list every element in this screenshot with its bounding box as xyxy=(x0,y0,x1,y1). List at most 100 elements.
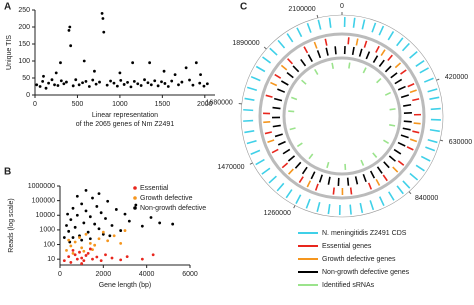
track-mark xyxy=(318,174,323,183)
track-mark xyxy=(376,78,382,84)
point xyxy=(191,83,195,87)
point xyxy=(119,78,123,82)
point xyxy=(75,257,79,261)
point xyxy=(87,85,91,88)
legend-label: Identified sRNAs xyxy=(322,282,375,289)
point xyxy=(69,261,73,264)
track-mark xyxy=(400,134,409,139)
point xyxy=(101,232,105,236)
track-mark xyxy=(281,162,289,169)
ring xyxy=(240,14,444,218)
track-mark xyxy=(358,48,363,57)
track-mark xyxy=(369,200,375,211)
track-mark xyxy=(420,155,431,162)
y-tick-label: 0 xyxy=(26,92,30,99)
point xyxy=(59,79,63,83)
track-mark xyxy=(247,86,258,92)
track-mark xyxy=(403,120,412,123)
track-mark xyxy=(423,77,434,83)
y-axis-label: Unique TIS xyxy=(6,35,13,70)
point xyxy=(95,205,99,208)
track-mark xyxy=(324,38,328,46)
track-mark xyxy=(401,42,410,52)
point xyxy=(47,81,50,85)
circle-tick-label: 1470000 xyxy=(217,164,244,171)
point xyxy=(140,224,144,228)
track-mark xyxy=(382,174,388,182)
track-mark xyxy=(314,68,319,75)
x-tick-label: 1500 xyxy=(155,101,171,108)
track-mark xyxy=(314,183,319,191)
legend-marker xyxy=(133,206,137,210)
x-axis-label: of the 2065 genes of Nm Z2491 xyxy=(76,121,175,128)
point xyxy=(88,247,92,251)
track-mark xyxy=(409,138,418,143)
track-mark xyxy=(415,60,425,67)
point xyxy=(82,221,86,225)
point xyxy=(65,248,68,252)
point xyxy=(158,221,162,225)
track-mark xyxy=(243,119,254,122)
point xyxy=(71,236,75,239)
point xyxy=(86,230,90,234)
point xyxy=(88,215,92,219)
panel-label: A xyxy=(4,2,11,13)
point xyxy=(205,82,209,86)
track-mark xyxy=(383,139,390,144)
track-mark xyxy=(388,155,396,162)
circle-tick-label: 630000 xyxy=(449,139,472,146)
point xyxy=(84,209,88,213)
point xyxy=(114,208,118,211)
point xyxy=(42,74,45,78)
legend-marker xyxy=(133,196,137,200)
point xyxy=(71,251,75,255)
legend-label: Essential genes xyxy=(322,243,372,250)
track-mark xyxy=(378,59,385,68)
point xyxy=(65,80,68,84)
point xyxy=(199,73,202,76)
track-mark xyxy=(367,182,373,190)
track-mark xyxy=(332,187,335,195)
y-tick-label: 1000000 xyxy=(28,183,55,190)
point xyxy=(78,236,81,239)
point xyxy=(104,217,107,220)
track-mark xyxy=(277,140,286,146)
x-tick-label: 4000 xyxy=(139,271,155,278)
track-mark xyxy=(317,19,322,30)
track-mark xyxy=(295,194,302,205)
point xyxy=(119,241,123,245)
point xyxy=(100,12,104,15)
track-mark xyxy=(348,62,351,69)
track-mark xyxy=(397,160,405,166)
legend-label: Growth defective xyxy=(140,195,193,202)
track-mark xyxy=(308,153,314,160)
track-mark xyxy=(300,58,307,67)
track-mark xyxy=(384,65,392,73)
track-mark xyxy=(427,88,438,93)
x-tick-label: 2000 xyxy=(96,271,112,278)
track-mark xyxy=(250,149,261,156)
track-mark xyxy=(427,139,438,144)
track-mark xyxy=(277,88,286,93)
point xyxy=(102,30,106,34)
point xyxy=(71,84,75,88)
point xyxy=(184,66,188,70)
point xyxy=(84,232,88,236)
track-mark xyxy=(389,124,396,127)
circle-tick-label: 1260000 xyxy=(264,210,291,217)
track-mark xyxy=(286,33,294,43)
track-mark xyxy=(306,22,312,33)
point xyxy=(78,250,81,254)
track-mark xyxy=(264,131,272,135)
point xyxy=(198,81,202,85)
track-mark xyxy=(301,79,307,85)
track-mark xyxy=(286,72,294,79)
point xyxy=(35,83,39,87)
track-mark xyxy=(328,17,332,28)
point xyxy=(129,85,133,89)
track-mark xyxy=(274,133,283,138)
point xyxy=(131,61,135,65)
circle-tick-label: 2100000 xyxy=(288,6,315,13)
track-mark xyxy=(268,175,277,184)
point xyxy=(97,227,101,231)
